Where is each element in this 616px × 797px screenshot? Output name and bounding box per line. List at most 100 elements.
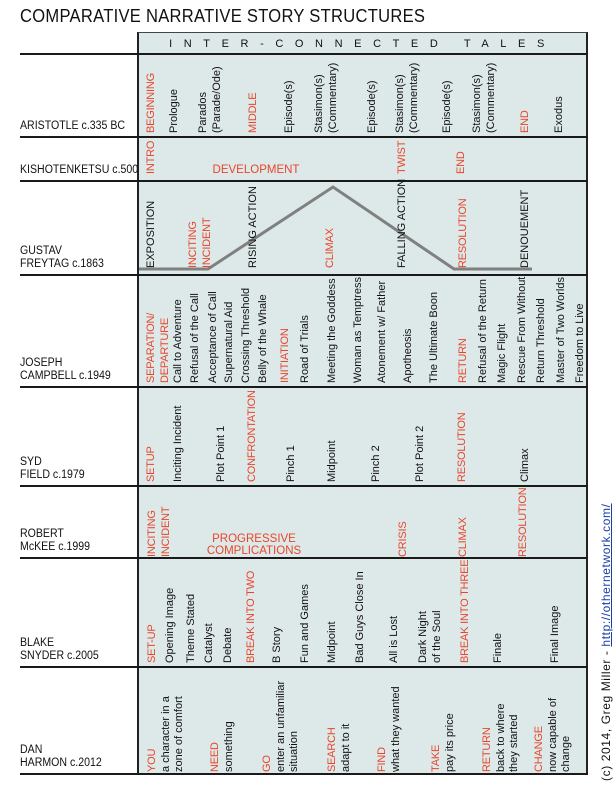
beat-label: (Commentary)	[407, 62, 420, 133]
beat-label: All is Lost	[388, 615, 401, 663]
row-name-line: McKEE c.1999	[20, 541, 90, 553]
stage-label: SETUP	[145, 446, 158, 482]
row-divider	[20, 274, 588, 276]
row-name: GUSTAV FREYTAG c.1863	[20, 245, 104, 271]
story-beat: Meeting the Goddess	[326, 278, 340, 383]
stage-label: SEPARATION/	[145, 312, 158, 383]
span-stage-label: PROGRESSIVE COMPLICATIONS	[206, 533, 302, 557]
stage-label: END	[519, 110, 532, 133]
story-beat: Prologue	[168, 89, 182, 133]
story-beat: SETUP	[145, 446, 159, 482]
beat-label: Rescue From Without	[516, 276, 529, 383]
inter-connected-tales-header: INTER-CONNECTED TALES	[169, 37, 556, 50]
beat-label: Plot Point 2	[414, 425, 427, 482]
beat-label: Fun and Games	[299, 584, 312, 663]
row-name-line: GUSTAV	[20, 245, 62, 257]
row-name-line: ARISTOTLE c.335 BC	[20, 120, 126, 132]
beat-label: Catalyst	[203, 623, 216, 663]
beat-label: Call to Adventure	[172, 299, 185, 383]
stage-label: CHANGE	[533, 726, 546, 772]
row-divider	[20, 386, 588, 388]
story-beat: Supernatural Aid	[223, 302, 237, 383]
row-name: JOSEPH CAMPBELL c.1949	[20, 357, 111, 383]
story-beat: Acceptance of Call	[207, 291, 221, 383]
beat-label: Theme Stated	[185, 593, 198, 663]
beat-label: Pinch 1	[285, 445, 298, 482]
beat-label: Opening Image	[164, 587, 177, 663]
story-beat: Fun and Games	[299, 584, 313, 663]
story-beat: Road of Trials	[299, 315, 313, 383]
story-beat: Dark Night of the Soul	[417, 610, 444, 663]
stage-label: INCIDENT	[200, 217, 213, 268]
beat-label: Atonement w/ Father	[376, 280, 389, 383]
story-beat: Freedom to Live	[574, 304, 588, 383]
beat-label: Final Image	[549, 605, 562, 663]
stage-label: NEED	[209, 742, 222, 772]
story-beat: Plot Point 2	[414, 426, 428, 482]
credit-line: (c) 2014, Greg Miller - http://othernetw…	[599, 503, 613, 781]
stage-label: CRISIS	[397, 521, 410, 557]
row-name-line: HARMON c.2012	[20, 757, 102, 769]
row-name-line: CAMPBELL c.1949	[20, 370, 111, 382]
beat-label: Dark Night	[417, 611, 430, 663]
beat-label: Midpoint	[326, 440, 339, 482]
story-beat: Midpoint	[326, 621, 340, 663]
beat-label: Episode(s)	[441, 80, 454, 133]
beat-label: Pinch 2	[370, 445, 383, 482]
beat-label: Stasimon(s)	[471, 74, 484, 133]
beat-label: Freedom to Live	[574, 303, 587, 383]
stage-label: INTRO	[145, 140, 158, 174]
story-beat: CRISIS	[397, 522, 411, 557]
row-name: ARISTOTLE c.335 BC	[20, 120, 125, 133]
stage-label: BREAK INTO TWO	[245, 570, 258, 663]
story-beat: Opening Image	[164, 588, 178, 663]
story-beat: Pinch 2	[370, 445, 384, 482]
beat-label: (Parade/Ode)	[210, 66, 223, 133]
beat-label: Belly of the Whale	[257, 294, 270, 383]
story-beat: END	[455, 151, 469, 174]
story-beat: TAKE pay its price	[430, 713, 457, 772]
beat-label: Refusal of the Call	[189, 293, 202, 383]
story-beat: SET-UP	[146, 624, 160, 663]
beat-label: Supernatural Aid	[223, 301, 236, 383]
beat-label: now capable of	[546, 698, 559, 772]
beat-label: Inciting Incident	[172, 405, 185, 482]
row-name: SYD FIELD c.1979	[20, 456, 85, 482]
stage-label: RETURN	[481, 727, 494, 772]
story-beat: Stasimon(s) (Commentary)	[394, 63, 421, 133]
row-divider	[20, 666, 588, 668]
story-beat: CHANGE now capable of change	[533, 698, 574, 772]
story-beat: Theme Stated	[185, 594, 199, 663]
story-beat: Master of Two Worlds	[555, 277, 569, 383]
row-divider	[20, 53, 588, 55]
stage-label: CLIMAX	[457, 517, 470, 557]
row-divider	[20, 557, 588, 559]
credit-link[interactable]: http://othernetwork.com/	[599, 503, 613, 647]
story-beat: TWIST	[396, 141, 410, 174]
beat-label: Return Threshold	[535, 298, 548, 383]
beat-label: Climax	[519, 448, 532, 482]
story-beat: END	[519, 110, 533, 133]
beat-label: Parados	[197, 92, 210, 133]
beat-label: Crossing Threshold	[240, 287, 253, 383]
row-name-line: ROBERT	[20, 528, 64, 540]
story-beat: Woman as Temptress	[352, 277, 366, 383]
story-beat: EXPOSITION	[145, 201, 159, 268]
story-beat: Refusal of the Call	[189, 293, 203, 383]
beat-label: pay its price	[443, 713, 456, 772]
stage-label: RESOLUTION	[517, 487, 530, 557]
story-beat: Finale	[492, 633, 506, 663]
stage-label: BEGINNING	[145, 73, 158, 133]
beat-label: Prologue	[168, 88, 181, 133]
story-beat: Inciting Incident	[172, 406, 186, 482]
beat-label: RISING ACTION	[247, 186, 260, 268]
stage-label: TAKE	[430, 744, 443, 772]
row-name-line: SYD	[20, 456, 42, 468]
beat-label: zone of comfort	[173, 696, 186, 772]
stage-label: YOU	[146, 748, 159, 772]
row-divider	[20, 485, 588, 487]
story-beat: YOU a character in a zone of comfort	[146, 696, 187, 772]
beat-label: Midpoint	[326, 621, 339, 663]
beat-label: (Commentary)	[484, 62, 497, 133]
beat-label: Plot Point 1	[215, 425, 228, 482]
